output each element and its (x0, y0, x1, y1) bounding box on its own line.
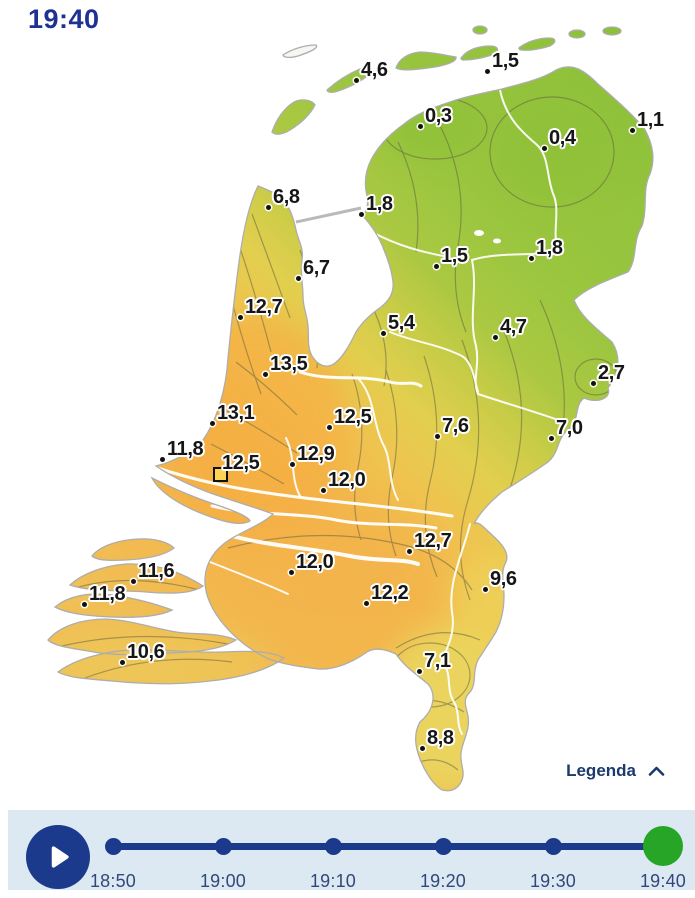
station-value: 11,8 (89, 583, 126, 605)
station-value: 12,7 (414, 530, 452, 552)
station-value: 1,1 (637, 109, 664, 131)
station-dot-icon (484, 68, 490, 74)
station-value: 6,8 (273, 186, 300, 208)
station-dot-icon (528, 255, 534, 261)
station-value: 1,5 (441, 245, 468, 267)
time-title: 19:40 (28, 4, 100, 34)
station-value: 6,7 (303, 257, 330, 279)
station-value: 12,9 (297, 443, 335, 465)
timeline-tick[interactable] (434, 838, 452, 855)
station-dot-icon (262, 371, 268, 377)
timeline-bar: 18:50 19:00 19:10 19:20 19:30 19:40 (8, 810, 695, 891)
station-value: 0,4 (549, 127, 576, 149)
timeline-time-label: 19:00 (199, 871, 247, 891)
station-value: 1,8 (366, 193, 393, 215)
station-value: 13,1 (217, 402, 255, 424)
station-dot-icon (81, 601, 87, 607)
station-value: 1,5 (492, 50, 519, 72)
station-value: 12,7 (245, 296, 283, 318)
station-value: 8,8 (427, 727, 454, 749)
station-dot-icon (265, 204, 271, 210)
timeline-time-label: 19:20 (419, 871, 467, 891)
station-dot-icon (433, 263, 439, 269)
station-dot-icon (209, 420, 215, 426)
play-icon (51, 846, 69, 868)
station-dot-icon (590, 380, 596, 386)
station-dot-icon (363, 600, 369, 606)
selected-station-marker[interactable] (213, 467, 228, 482)
station-value: 12,0 (296, 551, 334, 573)
station-value: 11,8 (167, 438, 204, 460)
timeline-time-label: 19:40 (639, 871, 687, 891)
timeline-time-label: 18:50 (89, 871, 137, 891)
station-dot-icon (406, 548, 412, 554)
station-value: 1,8 (536, 237, 563, 259)
timeline-track[interactable] (113, 843, 663, 850)
station-dot-icon (159, 456, 165, 462)
timeline-tick[interactable] (324, 838, 342, 855)
legend-toggle[interactable]: Legenda (562, 757, 669, 785)
map-land-fill (48, 26, 653, 791)
coastline-strokes (47, 25, 654, 792)
station-value: 7,6 (442, 415, 469, 437)
timeline-tick[interactable] (544, 838, 562, 855)
station-dot-icon (326, 424, 332, 430)
station-value: 7,0 (556, 417, 583, 439)
station-dot-icon (541, 145, 547, 151)
station-value: 7,1 (424, 650, 451, 672)
station-dot-icon (119, 659, 125, 665)
timeline-handle[interactable] (643, 826, 683, 866)
station-dot-icon (358, 211, 364, 217)
station-dot-icon (482, 586, 488, 592)
timeline-tick[interactable] (104, 838, 122, 855)
station-value: 4,7 (500, 316, 527, 338)
station-value: 5,4 (388, 312, 415, 334)
station-value: 0,3 (425, 105, 452, 127)
station-value: 12,5 (222, 452, 260, 474)
timeline-time-label: 19:30 (529, 871, 577, 891)
station-value: 13,5 (270, 353, 308, 375)
station-value: 12,0 (328, 469, 366, 491)
station-dot-icon (288, 569, 294, 575)
station-dot-icon (353, 77, 359, 83)
timeline-time-label: 19:10 (309, 871, 357, 891)
chevron-up-icon (648, 766, 665, 776)
station-value: 10,6 (127, 641, 165, 663)
play-button[interactable] (26, 825, 90, 889)
station-dot-icon (295, 275, 301, 281)
rivers (156, 370, 463, 735)
frisian-lakes (474, 230, 501, 244)
afsluitdijk-line (295, 206, 362, 224)
weather-map: 4,6 1,5 0,3 0,4 1,1 6,8 1,8 1,8 1,5 6,7 12,7 5,4 4,7… (47, 25, 664, 792)
station-dot-icon (130, 578, 136, 584)
station-dot-icon (492, 334, 498, 340)
station-value: 12,5 (334, 406, 372, 428)
station-dot-icon (289, 461, 295, 467)
station-value: 2,7 (598, 362, 625, 384)
station-dot-icon (434, 433, 440, 439)
timeline-tick[interactable] (214, 838, 232, 855)
station-dot-icon (417, 123, 423, 129)
station-value: 9,6 (490, 568, 517, 590)
station-dot-icon (320, 487, 326, 493)
station-dot-icon (419, 745, 425, 751)
province-borders (204, 89, 565, 663)
station-dot-icon (380, 330, 386, 336)
station-value: 11,6 (138, 560, 175, 582)
station-dot-icon (629, 127, 635, 133)
netherlands-map-svg (47, 25, 654, 792)
station-value: 12,2 (371, 582, 409, 604)
station-dot-icon (237, 314, 243, 320)
legend-label: Legenda (566, 761, 636, 780)
station-dot-icon (416, 668, 422, 674)
station-dot-icon (548, 435, 554, 441)
station-value: 4,6 (361, 59, 388, 81)
